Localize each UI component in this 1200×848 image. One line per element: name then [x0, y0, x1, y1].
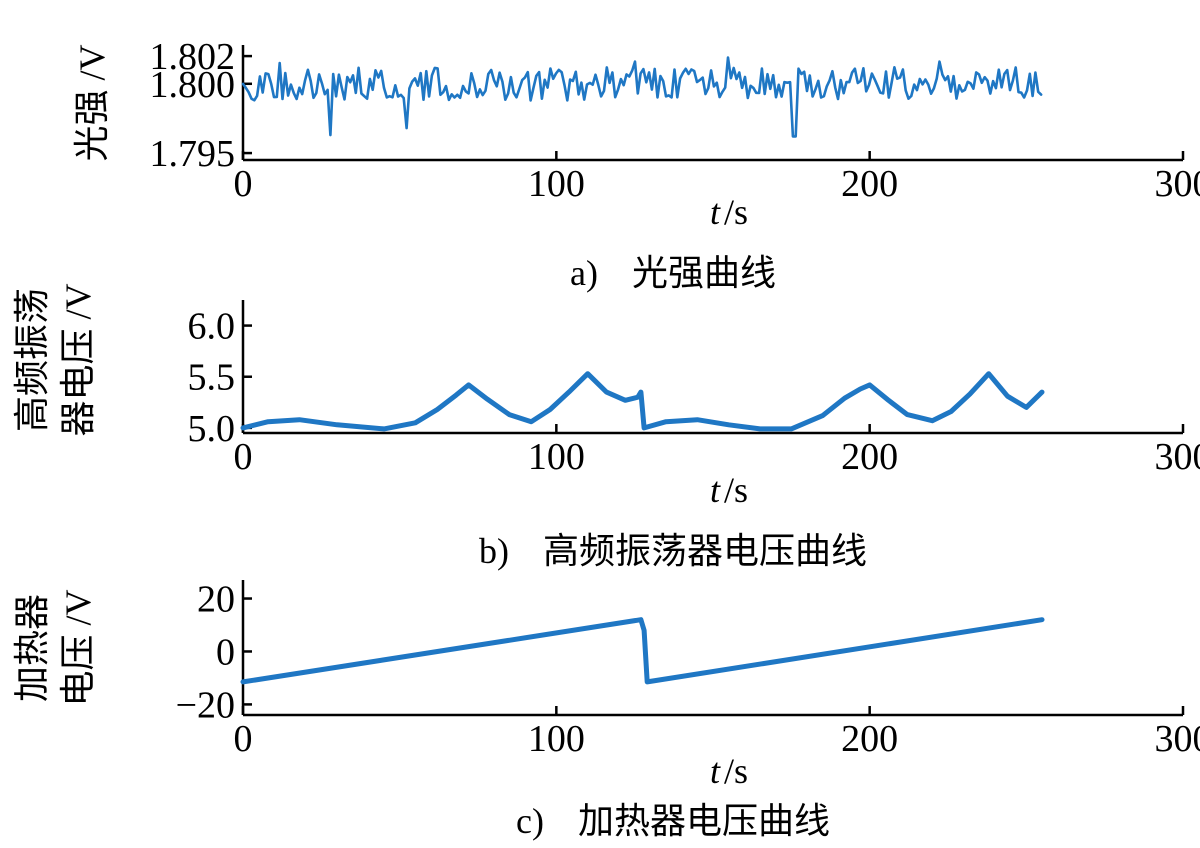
x-tick-label: 200: [841, 163, 898, 205]
series-line-b: [243, 374, 1042, 429]
x-tick-label: 300: [1155, 163, 1200, 205]
x-tick-label: 100: [528, 163, 585, 205]
y-tick-label: 6.0: [188, 306, 236, 348]
y-tick-label: 1.802: [150, 36, 236, 78]
x-axis-variable: t: [710, 751, 721, 791]
panel-caption: b) 高频振荡器电压曲线: [479, 531, 867, 571]
x-axis-label: t/s: [710, 751, 748, 791]
panel-caption: a) 光强曲线: [570, 253, 776, 293]
caption-text: 加热器电压曲线: [578, 801, 830, 841]
x-tick-label: 200: [841, 436, 898, 478]
x-axis-unit: /s: [724, 192, 748, 232]
y-tick-label: −20: [176, 684, 235, 726]
x-axis-variable: t: [710, 470, 721, 510]
panel-caption: c) 加热器电压曲线: [516, 801, 830, 841]
y-tick-label: 1.795: [150, 133, 236, 175]
y-tick-label: 0: [216, 631, 235, 673]
caption-letter: a): [570, 253, 598, 293]
x-axis-unit: /s: [724, 751, 748, 791]
y-axis-label: 电压 /V: [58, 589, 98, 706]
x-tick-label: 100: [528, 436, 585, 478]
y-tick-label: 5.5: [188, 357, 236, 399]
panel-b: 0 100 200 300 5.0 5.5 6.0 高频振荡器电压 /V t/s b) 高频振荡器电…: [12, 283, 1200, 571]
x-tick-label: 0: [234, 436, 253, 478]
x-tick-label: 100: [528, 718, 585, 760]
y-axis-label: 光强 /V: [72, 44, 112, 161]
x-tick-label: 300: [1155, 718, 1200, 760]
caption-letter: b): [479, 531, 509, 571]
caption-text: 光强曲线: [632, 253, 776, 293]
x-tick-label: 0: [234, 163, 253, 205]
series-line-c: [243, 620, 1042, 682]
y-axis-label: 高频振荡: [12, 288, 52, 432]
caption-text: 高频振荡器电压曲线: [543, 531, 867, 571]
x-axis-label: t/s: [710, 192, 748, 232]
y-tick-label: 5.0: [188, 408, 236, 450]
caption-letter: c): [516, 801, 544, 841]
x-tick-label: 0: [234, 718, 253, 760]
y-axis-label: 器电压 /V: [58, 283, 98, 436]
x-axis-unit: /s: [724, 470, 748, 510]
x-tick-label: 200: [841, 718, 898, 760]
y-axis-label: 加热器: [12, 594, 52, 702]
x-axis-variable: t: [710, 192, 721, 232]
x-tick-label: 300: [1155, 436, 1200, 478]
x-axis-label: t/s: [710, 470, 748, 510]
y-tick-label: 20: [197, 579, 235, 621]
series-line-a: [243, 58, 1041, 137]
